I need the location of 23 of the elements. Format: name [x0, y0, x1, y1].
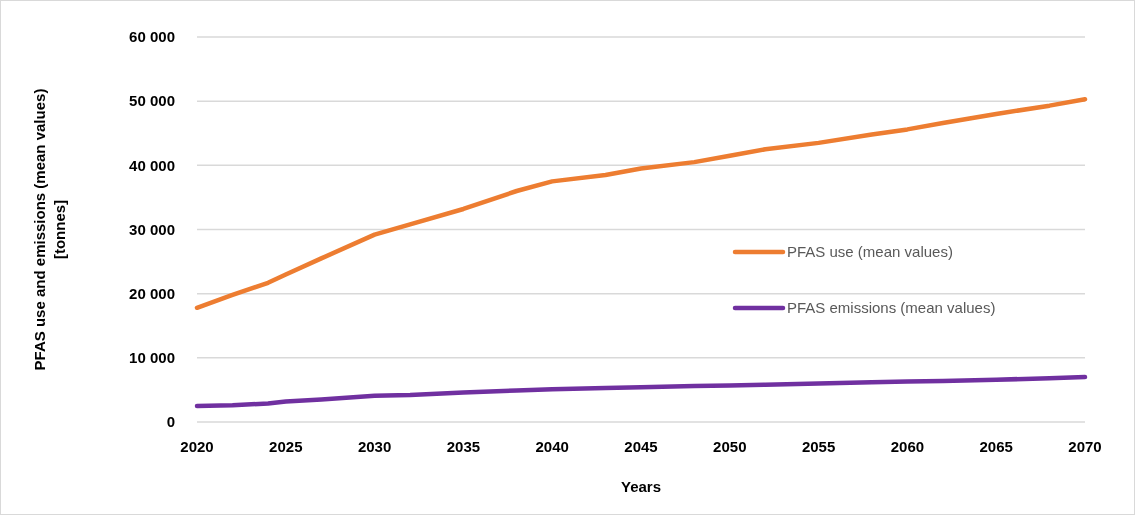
y-tick-label: 0 — [166, 413, 175, 431]
x-tick-label: 2025 — [269, 438, 303, 455]
x-tick-label: 2030 — [357, 438, 392, 455]
x-tick-label: 2055 — [801, 438, 836, 455]
legend-label: PFAS use (mean values) — [787, 243, 953, 261]
y-tick-label: 10 000 — [129, 349, 175, 367]
x-tick-label: 2045 — [624, 438, 658, 455]
x-tick-label: 2050 — [713, 438, 747, 455]
legend-label: PFAS emissions (mean values) — [787, 299, 996, 317]
y-tick-label: 20 000 — [129, 284, 175, 302]
y-tick-label: 30 000 — [129, 220, 175, 238]
x-tick-label: 2070 — [1068, 438, 1102, 455]
y-tick-label: 60 000 — [129, 28, 175, 46]
x-tick-label: 2065 — [979, 438, 1013, 455]
x-axis-title: Years — [620, 478, 662, 495]
x-tick-label: 2020 — [180, 438, 214, 455]
y-tick-label: 40 000 — [129, 156, 175, 174]
x-tick-label: 2040 — [535, 438, 569, 455]
x-tick-label: 2035 — [446, 438, 481, 455]
y-tick-label: 50 000 — [129, 92, 175, 110]
y-axis-title: PFAS use and emissions (mean values) [tonnes] — [31, 88, 68, 371]
x-tick-label: 2060 — [890, 438, 925, 455]
line-series — [194, 374, 1088, 409]
